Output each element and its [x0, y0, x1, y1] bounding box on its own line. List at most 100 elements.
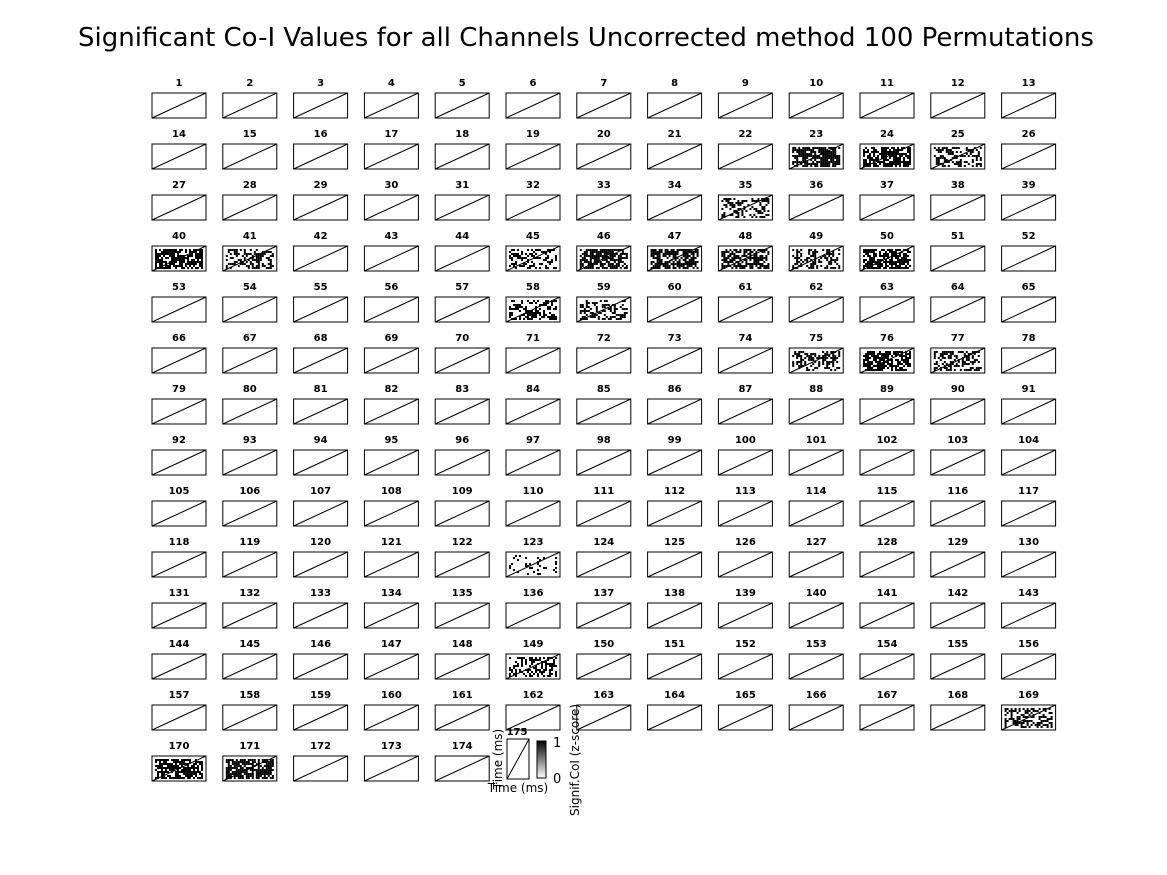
significant-cell — [909, 365, 911, 367]
significant-cell — [267, 769, 270, 771]
panel-title: 86 — [668, 384, 682, 395]
significant-cell — [515, 671, 517, 673]
channel-panel: 123 — [505, 537, 561, 578]
significant-cell — [897, 363, 899, 365]
significant-cell — [903, 253, 905, 255]
significant-cell — [597, 257, 600, 259]
significant-cell — [741, 261, 744, 263]
significant-cell — [513, 304, 515, 306]
significant-cell — [1046, 726, 1049, 728]
significant-cell — [822, 147, 825, 149]
significant-cell — [553, 300, 555, 302]
significant-cell — [759, 204, 762, 206]
significant-cell — [869, 263, 871, 265]
significant-cell — [863, 163, 865, 165]
significant-cell — [945, 367, 948, 369]
significant-cell — [814, 253, 817, 255]
significant-cell — [195, 763, 197, 765]
significant-cell — [680, 263, 683, 265]
significant-cell — [792, 163, 795, 165]
significant-cell — [611, 251, 614, 253]
significant-cell — [589, 259, 592, 261]
significant-cell — [1006, 708, 1009, 710]
significant-cell — [163, 775, 165, 777]
significant-cell — [733, 265, 736, 267]
significant-cell — [265, 767, 268, 769]
significant-cell — [832, 365, 835, 367]
significant-cell — [527, 318, 529, 320]
channel-panel: 100 — [717, 435, 773, 476]
significant-cell — [834, 155, 837, 157]
significant-cell — [237, 259, 240, 261]
significant-cell — [271, 761, 274, 763]
significant-cell — [233, 765, 236, 767]
significant-cell — [595, 314, 598, 316]
significant-cell — [907, 249, 909, 251]
channel-panel: 2 — [222, 78, 278, 119]
significant-cell — [1044, 710, 1047, 712]
panel-frame — [717, 245, 773, 272]
panel-title: 3 — [317, 78, 324, 89]
significant-cell — [251, 263, 254, 265]
significant-cell — [235, 763, 238, 765]
significant-cell — [763, 206, 766, 208]
panel-diagonal — [222, 143, 278, 170]
significant-cell — [191, 253, 193, 255]
significant-cell — [509, 565, 511, 567]
panel-frame — [788, 551, 844, 578]
panel-title: 28 — [243, 180, 257, 191]
significant-cell — [527, 310, 529, 312]
significant-cell — [621, 314, 624, 316]
significant-cell — [812, 253, 815, 255]
significant-cell — [836, 157, 839, 159]
significant-cell — [537, 312, 539, 314]
significant-cell — [593, 259, 596, 261]
significant-cell — [891, 361, 893, 363]
significant-cell — [1036, 724, 1039, 726]
significant-cell — [255, 261, 258, 263]
significant-cell — [889, 351, 891, 353]
significant-cell — [1010, 718, 1013, 720]
significant-cell — [945, 353, 948, 355]
significant-cell — [828, 255, 831, 257]
significant-cell — [830, 357, 833, 359]
significant-cell — [1042, 714, 1045, 716]
reference-panel-diagonal — [506, 738, 530, 780]
panel-frame — [222, 551, 278, 578]
panel-title: 163 — [593, 690, 614, 701]
significant-cell — [519, 555, 521, 557]
panel-diagonal — [151, 602, 207, 629]
significant-cell — [237, 763, 240, 765]
panel-frame — [788, 92, 844, 119]
channel-panel: 104 — [1001, 435, 1057, 476]
significant-cell — [881, 367, 883, 369]
significant-cell — [183, 773, 185, 775]
significant-cell — [814, 151, 817, 153]
significant-cell — [863, 155, 865, 157]
channel-panel: 107 — [293, 486, 349, 527]
significant-cell — [804, 151, 807, 153]
significant-cell — [527, 255, 529, 257]
significant-cell — [869, 153, 871, 155]
significant-cell — [195, 253, 197, 255]
significant-cell — [601, 267, 604, 269]
significant-cell — [173, 257, 175, 259]
significant-cell — [537, 669, 539, 671]
significant-cell — [583, 255, 586, 257]
significant-cell — [163, 255, 165, 257]
panel-frame — [647, 449, 703, 476]
significant-cell — [965, 161, 968, 163]
significant-cell — [227, 249, 230, 251]
significant-cell — [517, 571, 519, 573]
channel-panel: 137 — [576, 588, 632, 629]
significant-cell — [751, 200, 754, 202]
significant-cell — [897, 261, 899, 263]
significant-cell — [879, 369, 881, 371]
significant-cell — [901, 369, 903, 371]
significant-cell — [537, 249, 539, 251]
significant-cell — [733, 255, 736, 257]
panel-title: 73 — [668, 333, 682, 344]
significant-cell — [257, 773, 260, 775]
significant-cell — [792, 161, 795, 163]
significant-cell — [668, 267, 671, 269]
